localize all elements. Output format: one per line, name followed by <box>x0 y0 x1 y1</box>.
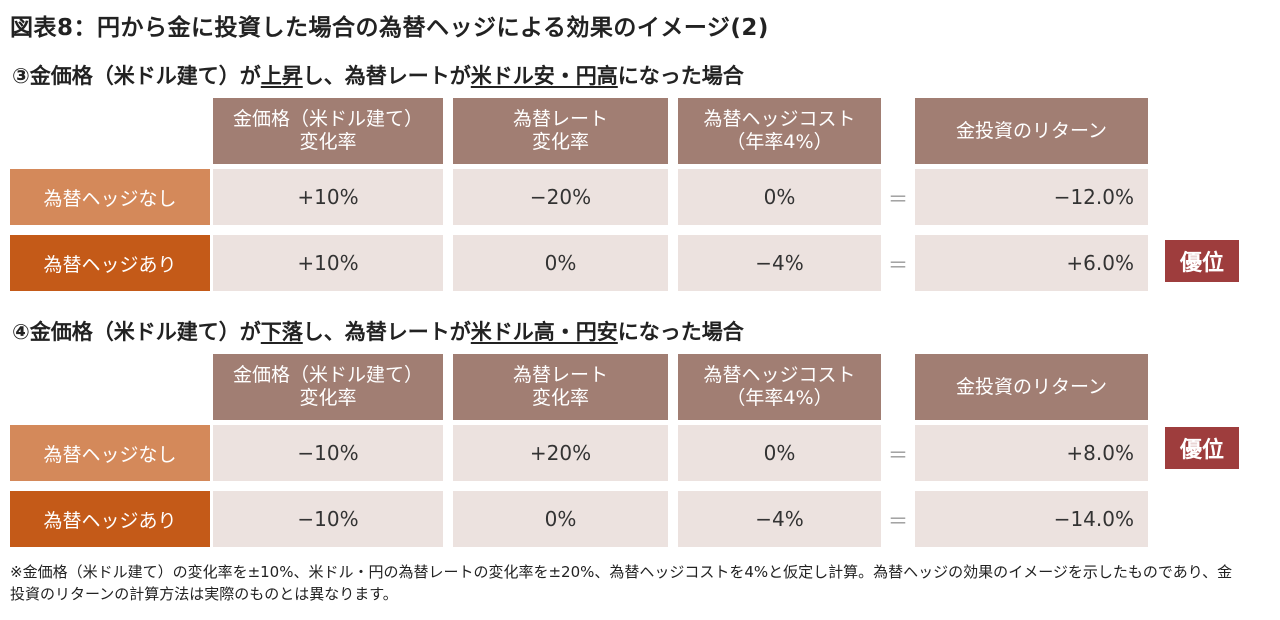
value-hedge-cost: −4% <box>678 491 881 547</box>
value-fx-change: +20% <box>453 425 668 481</box>
scenario-3-subtitle: ③金価格（米ドル建て）が上昇し、為替レートが米ドル安・円高になった場合 <box>12 64 744 88</box>
row-label-no-hedge: 為替ヘッジなし <box>10 425 210 481</box>
row-label-with-hedge: 為替ヘッジあり <box>10 235 210 291</box>
value-return: +8.0% <box>915 425 1148 481</box>
header-fx-change: 為替レート 変化率 <box>453 354 668 420</box>
value-return: +6.0% <box>915 235 1148 291</box>
header-return: 金投資のリターン <box>915 98 1148 164</box>
value-return: −12.0% <box>915 169 1148 225</box>
row-label-with-hedge: 為替ヘッジあり <box>10 491 210 547</box>
value-fx-change: 0% <box>453 235 668 291</box>
header-gold-change: 金価格（米ドル建て） 変化率 <box>213 98 443 164</box>
header-hedge-cost: 為替ヘッジコスト （年率4%） <box>678 98 881 164</box>
value-gold-change: +10% <box>213 169 443 225</box>
row-label-no-hedge: 為替ヘッジなし <box>10 169 210 225</box>
advantage-badge: 優位 <box>1165 427 1239 469</box>
scenario-4-subtitle: ④金価格（米ドル建て）が下落し、為替レートが米ドル高・円安になった場合 <box>12 320 744 344</box>
equals-sign: ＝ <box>888 252 908 277</box>
equals-sign: ＝ <box>888 508 908 533</box>
equals-sign: ＝ <box>888 442 908 467</box>
value-fx-change: −20% <box>453 169 668 225</box>
footnote: ※金価格（米ドル建て）の変化率を±10%、米ドル・円の為替レートの変化率を±20… <box>10 563 1233 603</box>
value-hedge-cost: −4% <box>678 235 881 291</box>
header-hedge-cost: 為替ヘッジコスト （年率4%） <box>678 354 881 420</box>
value-fx-change: 0% <box>453 491 668 547</box>
header-fx-change: 為替レート 変化率 <box>453 98 668 164</box>
header-gold-change: 金価格（米ドル建て） 変化率 <box>213 354 443 420</box>
value-hedge-cost: 0% <box>678 425 881 481</box>
value-gold-change: +10% <box>213 235 443 291</box>
value-return: −14.0% <box>915 491 1148 547</box>
value-gold-change: −10% <box>213 491 443 547</box>
page-title: 図表8：円から金に投資した場合の為替ヘッジによる効果のイメージ(2) <box>10 15 769 41</box>
advantage-badge: 優位 <box>1165 240 1239 282</box>
equals-sign: ＝ <box>888 186 908 211</box>
value-hedge-cost: 0% <box>678 169 881 225</box>
value-gold-change: −10% <box>213 425 443 481</box>
header-return: 金投資のリターン <box>915 354 1148 420</box>
